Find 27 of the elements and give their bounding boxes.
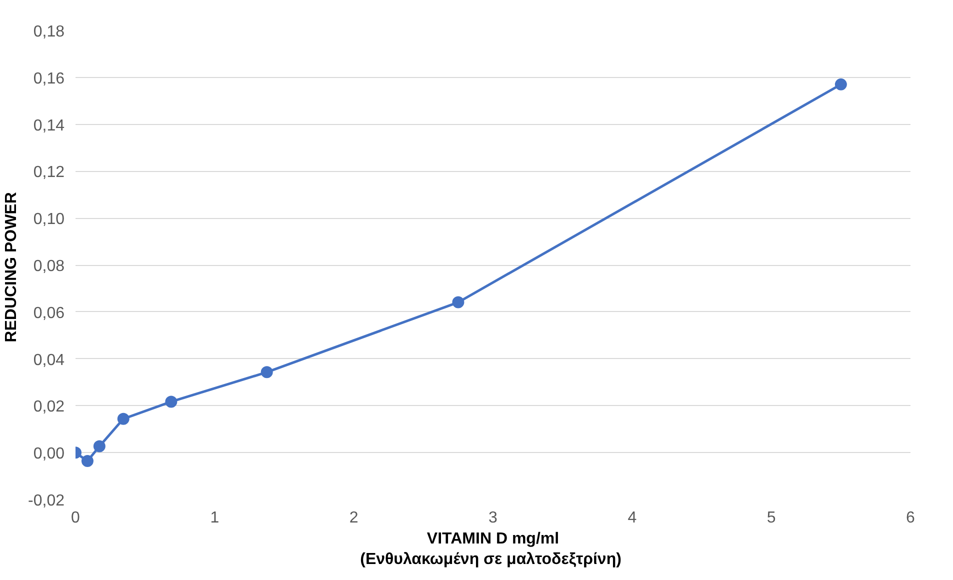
y-tick-label: 0,02 [33,398,65,416]
x-tick-label: 0 [71,510,80,526]
point [165,396,178,408]
y-tick-label: 0,04 [33,352,65,369]
point [834,78,847,90]
y-tick-label: 0,06 [33,304,65,322]
point [117,412,130,425]
x-tick-label: 1 [210,510,220,526]
y-tick-label: -0,02 [28,492,65,510]
point [452,296,464,308]
x-tick-label: 4 [628,510,637,526]
y-tick-label: 0,16 [33,70,65,88]
x-axis-title: VITAMIN D mg/ml (Ενθυλακωμένη σε μαλτοδεξτρίνη) [360,530,622,568]
x-tick-label: 6 [906,510,916,526]
point [260,366,273,378]
y-tick-label: 0,14 [33,117,65,134]
y-tick-label: 0,12 [33,164,65,182]
x-tick-label: 2 [349,510,358,526]
y-tick-label: 0,18 [33,24,65,40]
x-tick-label: 5 [766,510,776,526]
y-tick-label: 0,00 [33,446,65,463]
y-tick-label: 0,10 [33,211,65,228]
x-tick-label: 3 [488,510,498,526]
point [93,440,106,452]
y-tick-label: 0,08 [33,258,65,275]
point [81,455,94,468]
y-axis-title: REDUCING POWER [3,192,20,342]
